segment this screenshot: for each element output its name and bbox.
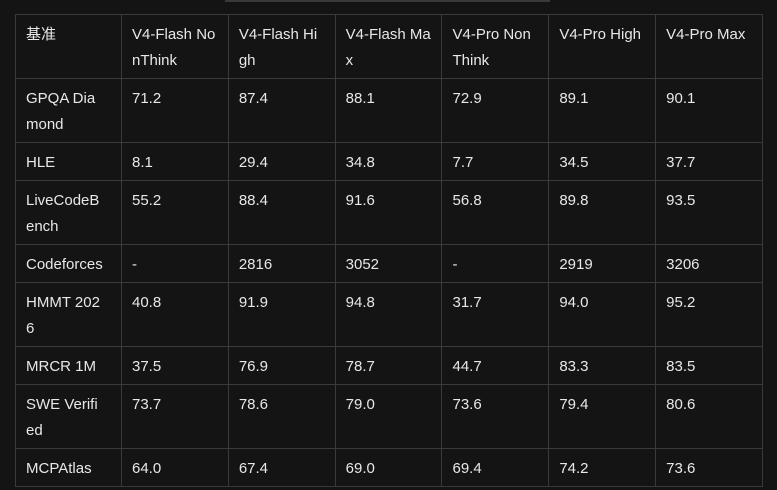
- table-cell: 34.5: [548, 142, 657, 181]
- table-cell: 78.7: [334, 346, 443, 385]
- row-label: MRCR 1M: [15, 346, 122, 385]
- table-cell: 37.7: [655, 142, 763, 181]
- scroll-indicator: [225, 0, 550, 2]
- header-cell: 基准: [15, 14, 122, 79]
- benchmark-table: 基准 V4-Flash NonThink V4-Flash High V4-Flash…: [15, 14, 763, 487]
- table-cell: 67.4: [227, 448, 336, 487]
- table-cell: 73.7: [121, 384, 229, 449]
- row-label: GPQA Diamond: [15, 78, 122, 143]
- header-cell: V4-Pro Max: [655, 14, 763, 79]
- table-cell: 91.9: [227, 282, 336, 347]
- table-cell: 3206: [655, 244, 763, 283]
- table-cell: 94.8: [334, 282, 443, 347]
- table-cell: 80.6: [655, 384, 763, 449]
- table-cell: 34.8: [334, 142, 443, 181]
- header-row: 基准 V4-Flash NonThink V4-Flash High V4-Flash…: [15, 14, 763, 79]
- table-cell: 69.4: [441, 448, 550, 487]
- table-cell: 72.9: [441, 78, 550, 143]
- table-cell: 40.8: [121, 282, 229, 347]
- table-cell: 8.1: [121, 142, 229, 181]
- header-cell: V4-Flash High: [227, 14, 336, 79]
- table-cell: 83.5: [655, 346, 763, 385]
- table-cell: 78.6: [227, 384, 336, 449]
- table-row: HMMT 2026 40.8 91.9 94.8 31.7 94.0 95.2: [15, 282, 763, 347]
- table-cell: -: [441, 244, 550, 283]
- table-row: SWE Verified 73.7 78.6 79.0 73.6 79.4 80.6: [15, 384, 763, 449]
- table-head: 基准 V4-Flash NonThink V4-Flash High V4-Flash…: [15, 14, 763, 79]
- table-cell: 79.4: [548, 384, 657, 449]
- table-cell: 37.5: [121, 346, 229, 385]
- table-cell: 31.7: [441, 282, 550, 347]
- table-cell: 95.2: [655, 282, 763, 347]
- table-cell: 3052: [334, 244, 443, 283]
- table-cell: 29.4: [227, 142, 336, 181]
- table-cell: 74.2: [548, 448, 657, 487]
- table-row: MRCR 1M 37.5 76.9 78.7 44.7 83.3 83.5: [15, 346, 763, 385]
- table-cell: 88.1: [334, 78, 443, 143]
- table-body: GPQA Diamond 71.2 87.4 88.1 72.9 89.1 90.1 HLE 8…: [15, 78, 763, 487]
- table-cell: 71.2: [121, 78, 229, 143]
- table-cell: 55.2: [121, 180, 229, 245]
- header-cell: V4-Flash Max: [334, 14, 443, 79]
- header-cell: V4-Flash NonThink: [121, 14, 229, 79]
- row-label: LiveCodeBench: [15, 180, 122, 245]
- table-cell: 76.9: [227, 346, 336, 385]
- table-cell: 64.0: [121, 448, 229, 487]
- row-label: MCPAtlas: [15, 448, 122, 487]
- table-cell: 83.3: [548, 346, 657, 385]
- table-cell: 79.0: [334, 384, 443, 449]
- table-cell: 73.6: [655, 448, 763, 487]
- row-label: HMMT 2026: [15, 282, 122, 347]
- header-cell: V4-Pro NonThink: [441, 14, 550, 79]
- table-cell: 88.4: [227, 180, 336, 245]
- table-row: MCPAtlas 64.0 67.4 69.0 69.4 74.2 73.6: [15, 448, 763, 487]
- table-cell: 89.1: [548, 78, 657, 143]
- table-row: HLE 8.1 29.4 34.8 7.7 34.5 37.7: [15, 142, 763, 181]
- table-cell: -: [121, 244, 229, 283]
- table-row: LiveCodeBench 55.2 88.4 91.6 56.8 89.8 93.5: [15, 180, 763, 245]
- table-row: GPQA Diamond 71.2 87.4 88.1 72.9 89.1 90.1: [15, 78, 763, 143]
- table-cell: 91.6: [334, 180, 443, 245]
- row-label: HLE: [15, 142, 122, 181]
- table-cell: 2816: [227, 244, 336, 283]
- table-cell: 94.0: [548, 282, 657, 347]
- table-cell: 87.4: [227, 78, 336, 143]
- table-cell: 44.7: [441, 346, 550, 385]
- table-cell: 73.6: [441, 384, 550, 449]
- row-label: Codeforces: [15, 244, 122, 283]
- header-cell: V4-Pro High: [548, 14, 657, 79]
- table-cell: 7.7: [441, 142, 550, 181]
- row-label: SWE Verified: [15, 384, 122, 449]
- table-cell: 2919: [548, 244, 657, 283]
- table-cell: 69.0: [334, 448, 443, 487]
- table-cell: 90.1: [655, 78, 763, 143]
- table-cell: 89.8: [548, 180, 657, 245]
- table-cell: 56.8: [441, 180, 550, 245]
- table-cell: 93.5: [655, 180, 763, 245]
- table-row: Codeforces -2816 3052-2919 3206: [15, 244, 763, 283]
